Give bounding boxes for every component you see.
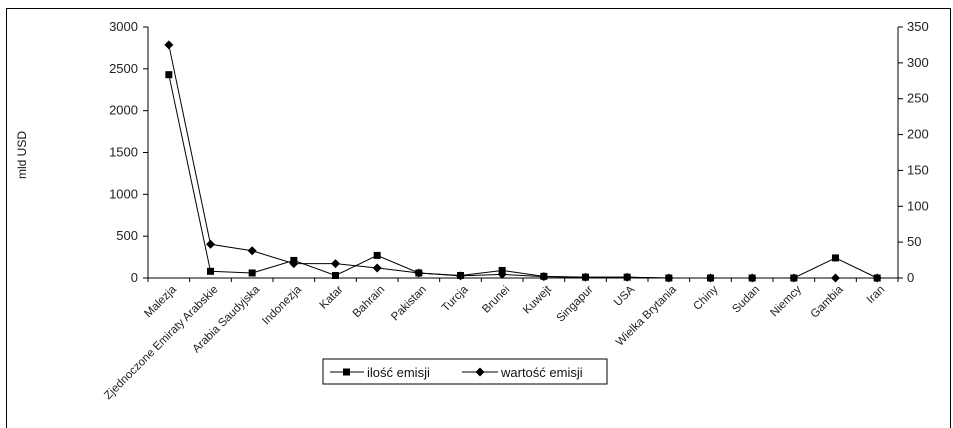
y-right-tick-label: 200 bbox=[907, 127, 929, 142]
y-left-tick-label: 0 bbox=[131, 270, 138, 285]
category-label: Chiny bbox=[691, 283, 720, 312]
data-point-wartosc-emisji bbox=[289, 259, 299, 269]
y-right-tick-label: 250 bbox=[907, 91, 929, 106]
legend-marker-diamond bbox=[475, 367, 485, 377]
category-label: Indonezja bbox=[260, 283, 304, 327]
data-point-wartosc-emisji bbox=[539, 272, 549, 282]
y-left-tick-label: 2500 bbox=[109, 61, 138, 76]
y-left-tick-label: 2000 bbox=[109, 103, 138, 118]
y-left-tick-label: 3000 bbox=[109, 19, 138, 34]
data-point-ilosc-emisji bbox=[207, 267, 214, 275]
category-label: Turcja bbox=[440, 283, 471, 314]
data-point-wartosc-emisji bbox=[706, 273, 715, 283]
y-right-tick-label: 300 bbox=[907, 55, 929, 70]
y-right-tick-label: 150 bbox=[907, 162, 929, 177]
data-point-ilosc-emisji bbox=[165, 71, 173, 79]
data-point-wartosc-emisji bbox=[831, 273, 840, 283]
y-axis-title: mld USD bbox=[15, 131, 29, 179]
data-point-wartosc-emisji bbox=[247, 246, 257, 256]
category-label: Malezja bbox=[142, 283, 179, 320]
y-right-tick-label: 50 bbox=[907, 234, 921, 249]
category-label: Pakistan bbox=[389, 284, 429, 324]
legend-label-wartosc: wartość emisji bbox=[500, 365, 583, 380]
data-point-wartosc-emisji bbox=[664, 273, 674, 283]
data-point-wartosc-emisji bbox=[414, 268, 424, 278]
chart-frame bbox=[6, 8, 951, 428]
data-point-wartosc-emisji bbox=[331, 259, 340, 269]
category-label: USA bbox=[612, 283, 637, 308]
data-point-wartosc-emisji bbox=[497, 269, 507, 279]
series-layer bbox=[164, 40, 882, 283]
data-point-wartosc-emisji bbox=[747, 273, 757, 283]
category-label: Brunei bbox=[480, 284, 512, 316]
data-point-wartosc-emisji bbox=[206, 239, 215, 249]
data-point-ilosc-emisji bbox=[832, 254, 839, 262]
data-point-wartosc-emisji bbox=[372, 263, 382, 273]
legend-label-ilosc: ilość emisji bbox=[367, 365, 430, 380]
data-point-ilosc-emisji bbox=[373, 251, 381, 259]
data-point-wartosc-emisji bbox=[622, 272, 632, 282]
series-line-wartosc-emisji bbox=[168, 44, 878, 279]
data-point-wartosc-emisji bbox=[164, 40, 174, 50]
category-label: Bahrain bbox=[351, 284, 388, 321]
category-label: Kuwejt bbox=[521, 283, 554, 316]
y-right-tick-label: 100 bbox=[907, 198, 929, 213]
category-label: Niemcy bbox=[768, 283, 804, 319]
series-line-ilosc-emisji bbox=[168, 74, 878, 279]
data-point-ilosc-emisji bbox=[332, 271, 339, 279]
data-point-wartosc-emisji bbox=[581, 272, 590, 282]
category-label: Iran bbox=[865, 284, 888, 307]
category-label: Sudan bbox=[730, 284, 762, 316]
axes: 0 500 1000 1500 2000 2500 3000 0 50 100 150 200 250 3… bbox=[109, 19, 929, 285]
data-point-wartosc-emisji bbox=[789, 273, 799, 283]
y-left-tick-label: 1500 bbox=[109, 145, 138, 160]
category-label: Gambia bbox=[809, 283, 846, 320]
y-right-tick-label: 350 bbox=[907, 19, 929, 34]
data-point-ilosc-emisji bbox=[248, 269, 256, 277]
legend-marker-square bbox=[343, 368, 350, 376]
legend: ilość emisji wartość emisji bbox=[322, 358, 608, 385]
y-left-tick-label: 500 bbox=[116, 228, 138, 243]
y-right-tick-label: 0 bbox=[907, 270, 914, 285]
category-label: Singapur bbox=[555, 284, 596, 325]
data-point-wartosc-emisji bbox=[872, 273, 882, 283]
category-label: Katar bbox=[318, 284, 346, 312]
data-point-wartosc-emisji bbox=[456, 271, 465, 281]
y-left-tick-label: 1000 bbox=[109, 186, 138, 201]
